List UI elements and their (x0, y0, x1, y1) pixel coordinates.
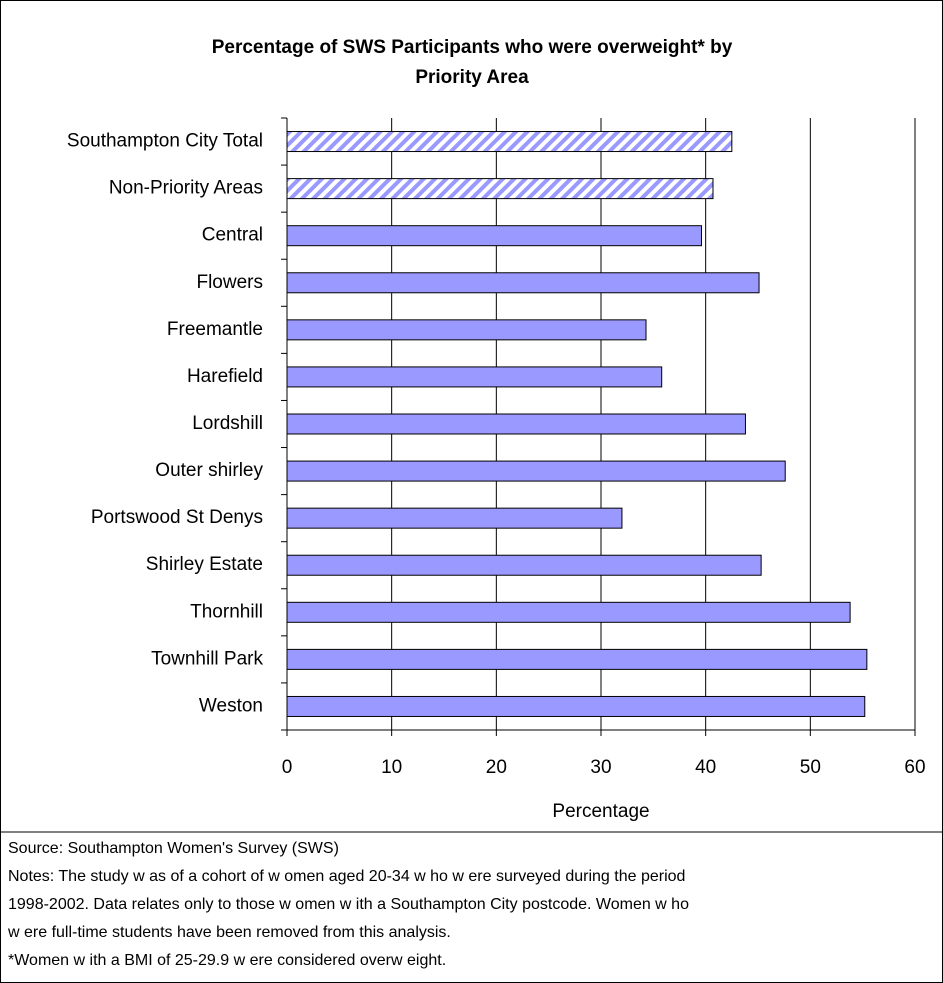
x-tick-label: 60 (904, 757, 925, 778)
footnote: w ere full-time students have been remov… (7, 924, 451, 941)
y-tick-label: Shirley Estate (146, 554, 263, 575)
y-tick-label: Lordshill (192, 413, 263, 434)
x-tick-label: 50 (800, 757, 821, 778)
footnote: Source: Southampton Women's Survey (SWS) (8, 840, 339, 857)
bar (286, 178, 714, 200)
footnote: Notes: The study w as of a cohort of w o… (8, 868, 685, 885)
y-tick-label: Thornhill (190, 601, 263, 622)
footnote: *Women w ith a BMI of 25-29.9 w ere cons… (8, 952, 446, 969)
y-tick-label: Non-Priority Areas (109, 178, 263, 199)
y-tick-label: Central (202, 225, 263, 246)
x-tick-label: 0 (282, 757, 293, 778)
y-tick-label: Outer shirley (155, 460, 263, 481)
chart-title: Priority Area (415, 67, 529, 88)
bar (286, 319, 647, 341)
chart-title: Percentage of SWS Participants who were … (212, 37, 733, 58)
bar (286, 554, 762, 576)
x-tick-label: 30 (590, 757, 611, 778)
y-tick-label: Freemantle (167, 319, 263, 340)
x-axis-label: Percentage (552, 801, 649, 822)
bar (286, 272, 760, 294)
bar (286, 131, 733, 153)
footnote: 1998-2002. Data relates only to those w … (8, 896, 689, 913)
bar (286, 366, 663, 388)
x-tick-label: 10 (381, 757, 402, 778)
bar (286, 507, 623, 529)
bar (286, 225, 702, 247)
y-tick-label: Townhill Park (151, 648, 263, 669)
bar (286, 460, 786, 482)
bar (286, 601, 851, 623)
y-tick-label: Flowers (196, 272, 263, 293)
y-tick-label: Weston (199, 695, 263, 716)
bar (286, 413, 746, 435)
y-tick-label: Harefield (187, 366, 263, 387)
y-tick-label: Southampton City Total (67, 131, 263, 152)
bar (286, 695, 866, 717)
bar (286, 648, 868, 670)
y-tick-label: Portswood St Denys (91, 507, 263, 528)
x-tick-label: 40 (695, 757, 716, 778)
x-tick-label: 20 (486, 757, 507, 778)
